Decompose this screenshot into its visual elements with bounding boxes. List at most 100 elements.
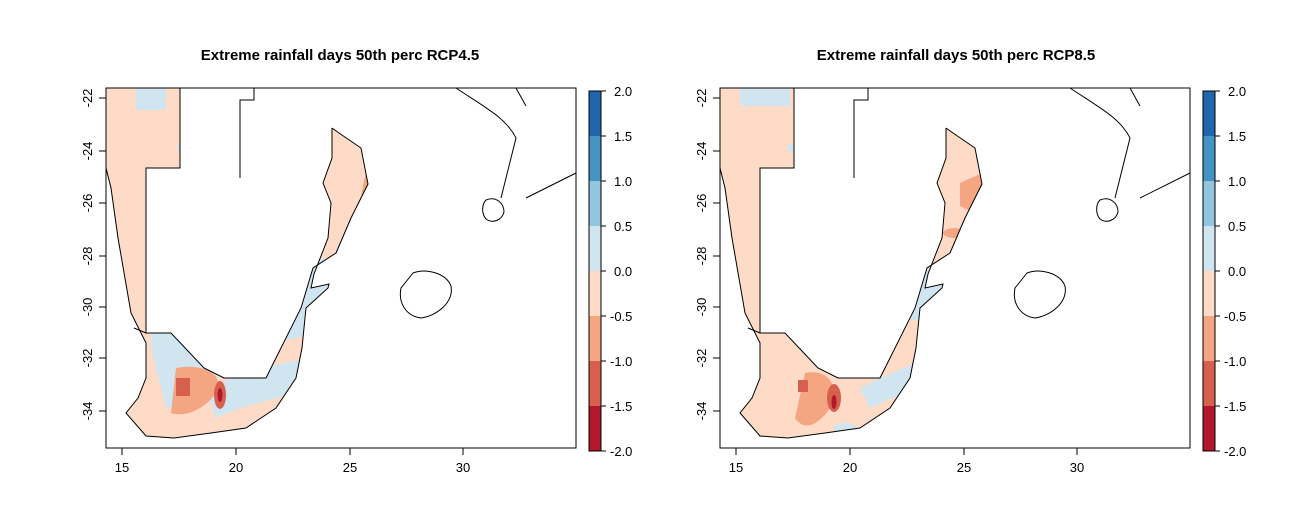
legend-label: -0.5 [610,309,632,324]
legend-label: 2.0 [614,84,632,99]
y-tick-label: -32 [694,349,709,368]
region-red [176,378,190,396]
legend-label: -0.5 [1224,309,1246,324]
x-tick-label: 25 [343,460,357,475]
region-light-blue [740,88,790,106]
x-tick-label: 30 [456,460,470,475]
legend-label: -1.5 [1224,399,1246,414]
color-legend: -2.0 -1.5 -1.0 -0.5 0.0 0.5 1.0 1.5 2.0 [589,84,632,459]
y-tick-label: -30 [80,298,95,317]
legend-bin [589,271,601,316]
legend-bin [589,226,601,271]
x-tick-label: 30 [1070,460,1084,475]
color-legend: -2.0 -1.5 -1.0 -0.5 0.0 0.5 1.0 1.5 2.0 [1203,84,1246,459]
region-salmon [999,363,1015,379]
legend-label: 0.5 [1228,219,1246,234]
region-salmon [373,360,405,378]
region-salmon [360,139,499,238]
region-blue [471,88,546,148]
legend-label: 0.5 [614,219,632,234]
panel-title: Extreme rainfall days 50th perc RCP4.5 [201,47,479,64]
region-dark-blue [1099,125,1111,135]
legend-label: -1.0 [1224,354,1246,369]
legend-bin [589,361,601,406]
x-tick-label: 25 [957,460,971,475]
y-tick-label: -26 [694,194,709,213]
region-red [915,416,925,434]
region-red [429,176,441,186]
legend-bin [1203,181,1215,226]
x-axis: 15 20 25 30 [115,448,470,475]
y-tick-label: -28 [694,247,709,266]
legend-bin [589,406,601,451]
y-axis: -22 -24 -26 -28 -30 -32 -34 [80,89,106,421]
region-salmon [905,402,970,433]
legend-bin [1203,136,1215,181]
region-dark-blue [1145,88,1160,113]
botswana-border [240,88,254,178]
legend-bin [1203,271,1215,316]
legend-bin [1203,316,1215,361]
legend-bin [589,136,601,181]
x-tick-label: 15 [729,460,743,475]
legend-bin [1203,406,1215,451]
lesotho-border [1014,271,1065,318]
legend-label: 0.0 [614,264,632,279]
panel-title: Extreme rainfall days 50th perc RCP8.5 [817,47,1095,64]
legend-label: -1.0 [610,354,632,369]
region-light-blue [181,202,201,214]
region-salmon [943,228,967,238]
y-tick-label: -22 [694,89,709,108]
eswatini-border [483,199,504,221]
y-tick-label: -32 [80,349,95,368]
region-light-blue [1060,88,1165,188]
y-tick-label: -34 [80,402,95,421]
legend-label: 1.0 [614,174,632,189]
region-light-blue [787,143,803,153]
region-mid-blue [456,88,551,183]
legend-label: -2.0 [610,444,632,459]
legend-bin [589,181,601,226]
y-tick-label: -22 [80,89,95,108]
botswana-border [854,88,868,178]
region-light-blue [900,88,1050,106]
region-dark-blue [516,88,546,128]
region-salmon [291,403,336,433]
y-tick-label: -34 [694,402,709,421]
legend-label: 1.5 [614,129,632,144]
legend-bin [1203,91,1215,136]
heatmap-field [720,88,1190,448]
legend-bin [589,91,601,136]
eswatini-border [1097,199,1118,221]
region-mid-blue [1100,93,1165,168]
heatmap-field [106,88,576,448]
x-axis: 15 20 25 30 [729,448,1084,475]
region-red [798,380,808,392]
y-tick-label: -24 [694,142,709,161]
region-light-blue [136,88,166,110]
northeast-borders [1070,88,1190,198]
legend-label: -2.0 [1224,444,1246,459]
region-blue [1091,121,1119,145]
y-tick-label: -28 [80,247,95,266]
legend-label: 1.5 [1228,129,1246,144]
northeast-borders [456,88,576,198]
y-tick-label: -24 [80,142,95,161]
legend-label: 2.0 [1228,84,1246,99]
region-light-blue [299,187,323,199]
x-tick-label: 15 [115,460,129,475]
legend-bin [589,316,601,361]
map-panel-rcp45: Extreme rainfall days 50th perc RCP4.5 [80,47,632,475]
base-fill-neutral [720,88,1190,448]
legend-label: 1.0 [1228,174,1246,189]
legend-label: 0.0 [1228,264,1246,279]
x-tick-label: 20 [229,460,243,475]
legend-bin [1203,361,1215,406]
legend-bin [1203,226,1215,271]
x-tick-label: 20 [843,460,857,475]
legend-label: -1.5 [610,399,632,414]
y-tick-label: -26 [80,194,95,213]
y-axis: -22 -24 -26 -28 -30 -32 -34 [694,89,720,421]
region-blue [1078,314,1092,326]
